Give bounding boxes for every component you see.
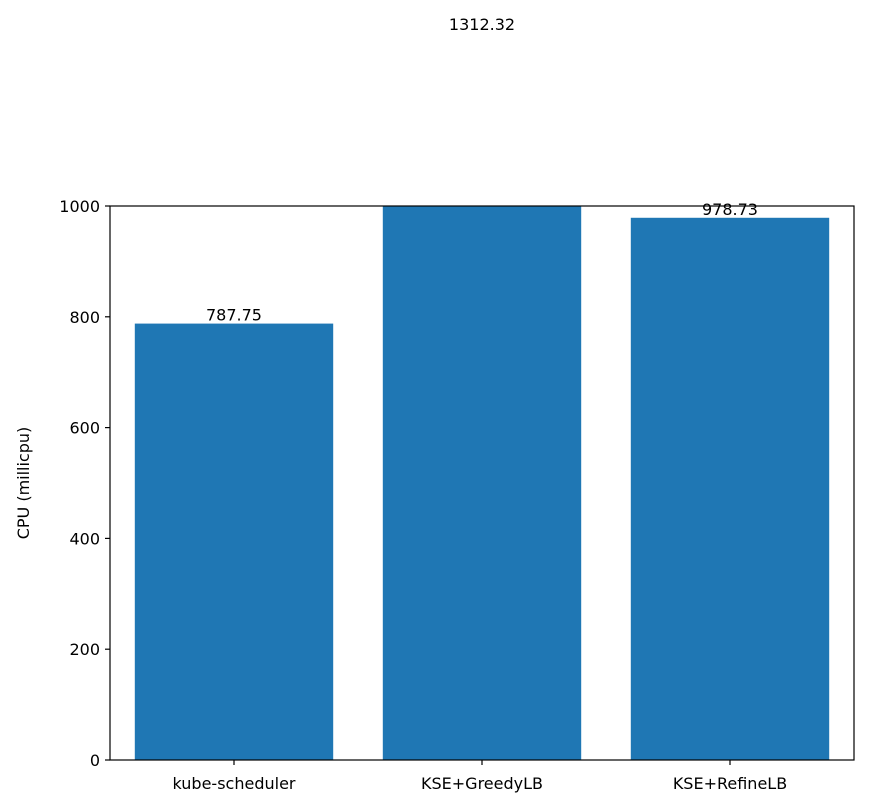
y-tick-label: 0 [90, 751, 100, 770]
bar [134, 323, 334, 760]
data-label: 978.73 [702, 200, 758, 219]
y-tick-label: 800 [69, 308, 100, 327]
x-tick-label: KSE+GreedyLB [421, 774, 543, 793]
y-tick-label: 600 [69, 419, 100, 438]
y-tick-label: 400 [69, 529, 100, 548]
x-axis: kube-scheduler KSE+GreedyLB KSE+RefineLB [173, 760, 787, 793]
y-axis: 0 200 400 600 800 1000 [59, 197, 110, 770]
y-axis-title: CPU (millicpu) [14, 427, 33, 540]
data-label: 1312.32 [449, 15, 515, 34]
data-labels-group: 787.75 1312.32 978.73 [206, 15, 758, 325]
bar [382, 206, 582, 760]
x-tick-label: KSE+RefineLB [673, 774, 787, 793]
bar [630, 217, 830, 761]
y-tick-label: 1000 [59, 197, 100, 216]
x-tick-label: kube-scheduler [173, 774, 296, 793]
y-tick-label: 200 [69, 640, 100, 659]
bars-group [134, 206, 830, 761]
data-label: 787.75 [206, 306, 262, 325]
